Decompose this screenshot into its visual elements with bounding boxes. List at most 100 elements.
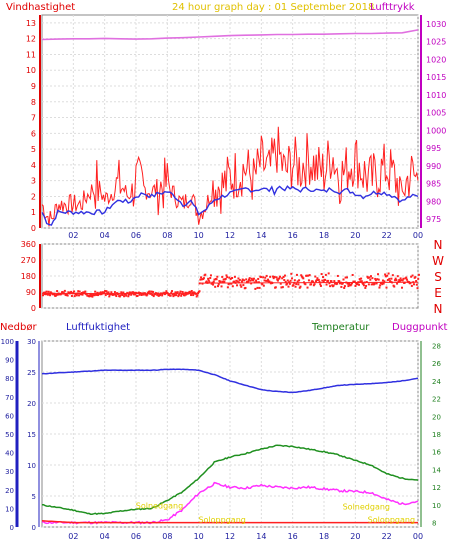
direction-point bbox=[96, 291, 99, 294]
direction-point bbox=[151, 293, 154, 296]
direction-point bbox=[207, 277, 210, 280]
direction-point bbox=[80, 293, 83, 296]
direction-point bbox=[381, 279, 384, 282]
direction-point bbox=[305, 274, 308, 277]
direction-point bbox=[122, 291, 125, 294]
direction-point bbox=[388, 277, 391, 280]
direction-point bbox=[401, 279, 404, 282]
panel1-x-tick: 12 bbox=[225, 231, 235, 240]
direction-point bbox=[94, 290, 97, 293]
direction-point bbox=[386, 274, 389, 277]
panel1-x-tick: 04 bbox=[100, 231, 110, 240]
temperature-y-tick: 12 bbox=[432, 484, 441, 492]
direction-point bbox=[371, 277, 374, 280]
direction-point bbox=[77, 290, 80, 293]
direction-point bbox=[368, 276, 371, 279]
panel3-x-tick: 00 bbox=[413, 532, 423, 541]
direction-point bbox=[250, 277, 253, 280]
direction-point bbox=[254, 287, 257, 290]
direction-point bbox=[195, 295, 198, 298]
sun-annotation: Soloppgang bbox=[368, 516, 415, 525]
humidity-line bbox=[41, 368, 419, 394]
direction-point bbox=[201, 282, 204, 285]
direction-point bbox=[272, 277, 275, 280]
panel1-x-tick: 18 bbox=[319, 231, 329, 240]
direction-point bbox=[226, 286, 229, 289]
direction-point bbox=[221, 275, 224, 278]
direction-point bbox=[411, 274, 414, 277]
direction-point bbox=[113, 293, 116, 296]
pressure-y-tick: 1000 bbox=[426, 126, 446, 135]
direction-point bbox=[268, 280, 271, 283]
wind-y-tick: 0 bbox=[31, 224, 36, 233]
panel3-x-tick: 20 bbox=[350, 532, 360, 541]
direction-point bbox=[45, 290, 48, 293]
temperature-y-tick: 28 bbox=[432, 342, 441, 350]
direction-point bbox=[364, 286, 367, 289]
direction-point bbox=[321, 279, 324, 282]
direction-point bbox=[142, 293, 145, 296]
sun-annotation: Soloppgang bbox=[198, 516, 245, 525]
direction-point bbox=[304, 283, 307, 286]
direction-point bbox=[173, 294, 176, 297]
direction-point bbox=[207, 279, 210, 282]
temperature-label: Temperatur bbox=[311, 322, 370, 333]
panel3-x-tick: 04 bbox=[100, 532, 110, 541]
direction-point bbox=[269, 275, 272, 278]
precipitation-y-tick: 30 bbox=[5, 468, 14, 476]
compass-label: E bbox=[434, 286, 442, 300]
direction-point bbox=[159, 293, 162, 296]
direction-point bbox=[55, 293, 58, 296]
direction-point bbox=[353, 280, 356, 283]
direction-point bbox=[192, 294, 195, 297]
direction-point bbox=[226, 276, 229, 279]
direction-point bbox=[281, 277, 284, 280]
wind-y-tick: 1 bbox=[31, 208, 36, 217]
direction-point bbox=[341, 282, 344, 285]
direction-point bbox=[89, 293, 92, 296]
direction-point bbox=[73, 295, 76, 298]
panel1-x-tick: 10 bbox=[194, 231, 204, 240]
direction-point bbox=[46, 293, 49, 296]
panel3-x-tick: 06 bbox=[131, 532, 141, 541]
direction-point bbox=[248, 277, 251, 280]
direction-point bbox=[366, 275, 369, 278]
direction-point bbox=[175, 294, 178, 297]
direction-point bbox=[209, 274, 212, 277]
direction-point bbox=[377, 273, 380, 276]
direction-point bbox=[267, 278, 270, 281]
direction-point bbox=[390, 277, 393, 280]
direction-point bbox=[118, 295, 121, 298]
direction-point bbox=[104, 294, 107, 297]
direction-point bbox=[137, 291, 140, 294]
direction-point bbox=[129, 291, 132, 294]
direction-point bbox=[384, 275, 387, 278]
direction-point bbox=[150, 290, 153, 293]
direction-point bbox=[225, 274, 228, 277]
direction-point bbox=[165, 290, 168, 293]
direction-point bbox=[399, 277, 402, 280]
direction-point bbox=[395, 279, 398, 282]
direction-point bbox=[273, 275, 276, 278]
humidity-y-tick: 5 bbox=[32, 493, 36, 501]
direction-point bbox=[85, 293, 88, 296]
direction-y-tick: 180 bbox=[21, 272, 36, 281]
direction-point bbox=[288, 282, 291, 285]
direction-point bbox=[310, 283, 313, 286]
precipitation-y-tick: 60 bbox=[5, 412, 14, 420]
direction-point bbox=[279, 275, 282, 278]
direction-point bbox=[319, 284, 322, 287]
direction-point bbox=[362, 284, 365, 287]
wind-y-tick: 9 bbox=[31, 82, 36, 91]
direction-point bbox=[90, 293, 93, 296]
panel1-x-tick: 06 bbox=[131, 231, 141, 240]
direction-point bbox=[325, 283, 328, 286]
direction-point bbox=[274, 286, 277, 289]
direction-point bbox=[73, 290, 76, 293]
direction-point bbox=[113, 291, 116, 294]
direction-point bbox=[88, 295, 91, 298]
direction-point bbox=[181, 290, 184, 293]
temperature-y-tick: 20 bbox=[432, 413, 441, 421]
direction-y-tick: 360 bbox=[21, 240, 36, 249]
wind-y-tick: 12 bbox=[26, 35, 36, 44]
